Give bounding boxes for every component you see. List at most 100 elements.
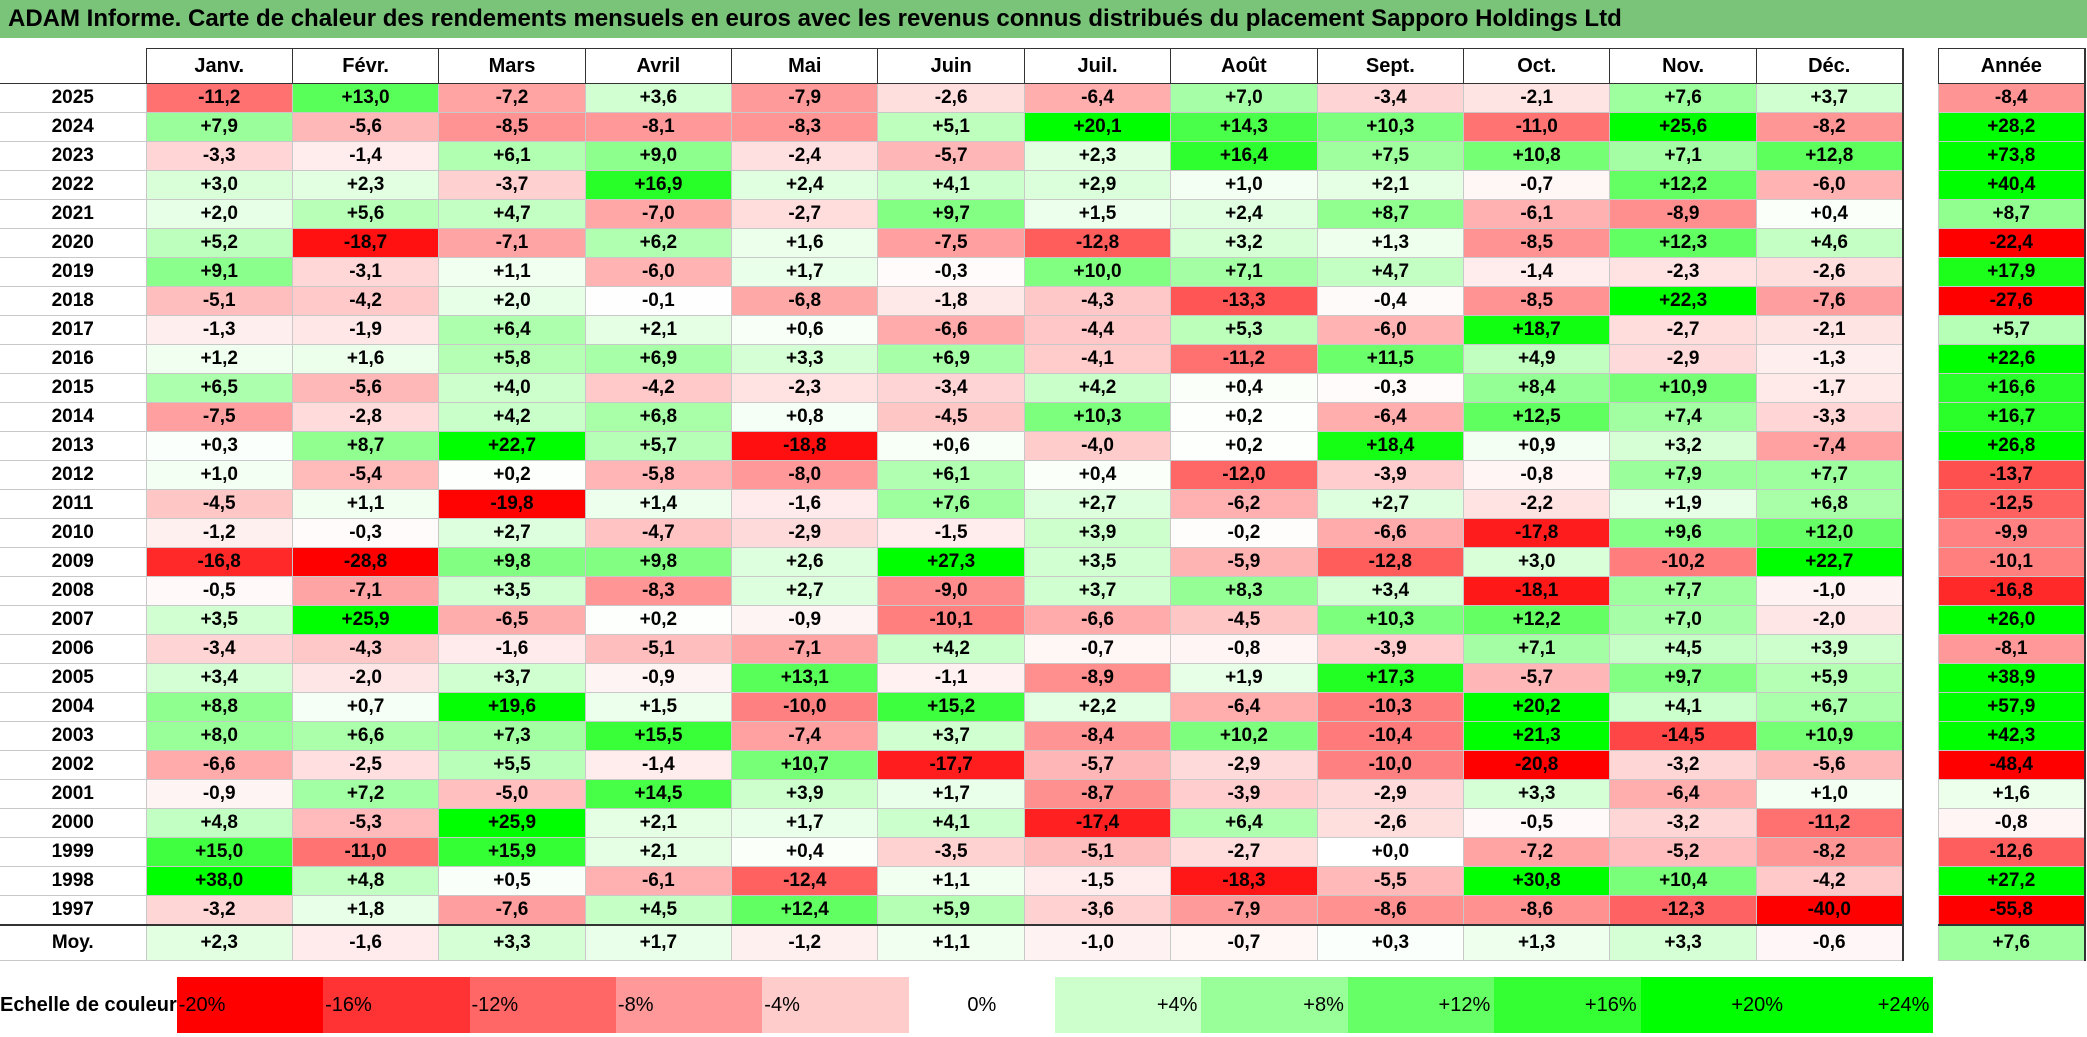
heatmap-cell: -8,9 bbox=[1023, 663, 1172, 693]
month-header: Août bbox=[1170, 48, 1318, 84]
heatmap-cell: +14,5 bbox=[584, 779, 733, 809]
heatmap-cell: +10,3 bbox=[1023, 402, 1172, 432]
heatmap-cell: -6,4 bbox=[1023, 83, 1172, 113]
annual-cell: +40,4 bbox=[1938, 170, 2086, 200]
heatmap-cell: -2,3 bbox=[731, 373, 879, 403]
heatmap-cell: +10,8 bbox=[1463, 141, 1611, 171]
heatmap-cell: +1,7 bbox=[731, 257, 879, 287]
heatmap-cell: +5,8 bbox=[438, 344, 586, 374]
heatmap-cell: -0,7 bbox=[1023, 634, 1172, 664]
heatmap-cell: -3,3 bbox=[145, 141, 293, 171]
heatmap-cell: -12,3 bbox=[1609, 895, 1757, 926]
year-label: 2018 bbox=[0, 286, 147, 316]
heatmap-cell: +6,8 bbox=[1755, 489, 1904, 519]
heatmap-cell: -5,6 bbox=[291, 112, 440, 142]
average-cell: +1,1 bbox=[877, 924, 1025, 961]
annual-cell: +22,6 bbox=[1938, 344, 2086, 374]
color-scale-step: +16% bbox=[1494, 977, 1641, 1033]
heatmap-cell: -5,2 bbox=[1609, 837, 1757, 867]
heatmap-cell: -18,7 bbox=[291, 228, 440, 258]
heatmap-cell: +1,0 bbox=[1170, 170, 1318, 200]
heatmap-cell: +0,4 bbox=[1755, 199, 1904, 229]
heatmap-cell: +5,3 bbox=[1170, 315, 1318, 345]
heatmap-cell: -5,3 bbox=[291, 808, 440, 838]
heatmap-cell: -7,6 bbox=[1755, 286, 1904, 316]
annual-cell: +27,2 bbox=[1938, 866, 2086, 896]
heatmap-cell: +4,1 bbox=[877, 808, 1025, 838]
heatmap-cell: +1,1 bbox=[438, 257, 586, 287]
heatmap-cell: +25,9 bbox=[438, 808, 586, 838]
heatmap-cell: -4,3 bbox=[1023, 286, 1172, 316]
heatmap-cell: +3,6 bbox=[584, 83, 733, 113]
heatmap-cell: +6,1 bbox=[438, 141, 586, 171]
annual-cell: +5,7 bbox=[1938, 315, 2086, 345]
year-row: 2018 -5,1 -4,2 +2,0 -0,1 -6,8 -1,8 -4,3 -13,3 -0,… bbox=[0, 286, 1904, 316]
color-scale-step: +4% bbox=[1055, 977, 1202, 1033]
year-row: 2013 +0,3 +8,7 +22,7 +5,7 -18,8 +0,6 -4,0 +0,2 +1… bbox=[0, 431, 1904, 461]
annual-cell: -10,1 bbox=[1938, 547, 2086, 577]
heatmap-cell: -8,3 bbox=[731, 112, 879, 142]
heatmap-cell: +4,9 bbox=[1463, 344, 1611, 374]
heatmap-cell: +9,8 bbox=[438, 547, 586, 577]
heatmap-cell: +4,2 bbox=[1023, 373, 1172, 403]
heatmap-cell: +3,7 bbox=[1023, 576, 1172, 606]
heatmap-cell: -3,7 bbox=[438, 170, 586, 200]
heatmap-cell: +2,7 bbox=[438, 518, 586, 548]
average-cell: -1,0 bbox=[1023, 924, 1172, 961]
heatmap-cell: +3,4 bbox=[145, 663, 293, 693]
year-row: 2008 -0,5 -7,1 +3,5 -8,3 +2,7 -9,0 +3,7 +8,3 +3,4… bbox=[0, 576, 1904, 606]
year-label: 2023 bbox=[0, 141, 147, 171]
heatmap-cell: -7,1 bbox=[731, 634, 879, 664]
year-row: 2002 -6,6 -2,5 +5,5 -1,4 +10,7 -17,7 -5,7 -2,9 -1… bbox=[0, 750, 1904, 780]
heatmap-cell: +4,2 bbox=[877, 634, 1025, 664]
heatmap-cell: -6,0 bbox=[1316, 315, 1465, 345]
heatmap-cell: +7,7 bbox=[1755, 460, 1904, 490]
heatmap-cell: +4,6 bbox=[1755, 228, 1904, 258]
color-scale-step: +20% bbox=[1640, 977, 1788, 1033]
heatmap-cell: +10,3 bbox=[1316, 605, 1465, 635]
heatmap-cell: -7,9 bbox=[731, 83, 879, 113]
heatmap-cell: +6,5 bbox=[145, 373, 293, 403]
heatmap-cell: +22,7 bbox=[1755, 547, 1904, 577]
heatmap-cell: -6,6 bbox=[1023, 605, 1172, 635]
heatmap-cell: +5,5 bbox=[438, 750, 586, 780]
heatmap-cell: -1,5 bbox=[1023, 866, 1172, 896]
heatmap-cell: +9,7 bbox=[877, 199, 1025, 229]
heatmap-cell: +0,2 bbox=[1170, 431, 1318, 461]
heatmap-cell: +0,2 bbox=[584, 605, 733, 635]
heatmap-cell: +6,9 bbox=[584, 344, 733, 374]
heatmap-cell: +16,9 bbox=[584, 170, 733, 200]
heatmap-cell: +13,0 bbox=[291, 83, 440, 113]
heatmap-cell: -6,6 bbox=[877, 315, 1025, 345]
year-label: 2020 bbox=[0, 228, 147, 258]
heatmap-cell: +4,1 bbox=[1609, 692, 1757, 722]
heatmap-cell: -6,4 bbox=[1170, 692, 1318, 722]
heatmap-cell: +12,5 bbox=[1463, 402, 1611, 432]
heatmap-cell: -2,1 bbox=[1463, 83, 1611, 113]
heatmap-cell: +2,1 bbox=[584, 315, 733, 345]
heatmap-cell: +0,2 bbox=[438, 460, 586, 490]
heatmap-cell: -5,6 bbox=[1755, 750, 1904, 780]
heatmap-cell: -6,6 bbox=[145, 750, 293, 780]
heatmap-cell: -12,4 bbox=[731, 866, 879, 896]
heatmap-cell: +9,6 bbox=[1609, 518, 1757, 548]
heatmap-cell: +30,8 bbox=[1463, 866, 1611, 896]
year-label: 2004 bbox=[0, 692, 147, 722]
heatmap-cell: +2,1 bbox=[584, 808, 733, 838]
heatmap-cell: +3,0 bbox=[1463, 547, 1611, 577]
heatmap-cell: +2,7 bbox=[1316, 489, 1465, 519]
heatmap-cell: +1,7 bbox=[731, 808, 879, 838]
heatmap-cell: -19,8 bbox=[438, 489, 586, 519]
heatmap-cell: +25,6 bbox=[1609, 112, 1757, 142]
heatmap-cell: +1,3 bbox=[1316, 228, 1465, 258]
annual-cell: +16,7 bbox=[1938, 402, 2086, 432]
annual-cell: -8,1 bbox=[1938, 634, 2086, 664]
year-label: 2000 bbox=[0, 808, 147, 838]
heatmap-cell: -3,4 bbox=[877, 373, 1025, 403]
heatmap-cell: +0,4 bbox=[1170, 373, 1318, 403]
heatmap-cell: -2,7 bbox=[1609, 315, 1757, 345]
heatmap-cell: -12,8 bbox=[1316, 547, 1465, 577]
heatmap-cell: -0,8 bbox=[1463, 460, 1611, 490]
heatmap-cell: -2,5 bbox=[291, 750, 440, 780]
heatmap-cell: -1,1 bbox=[877, 663, 1025, 693]
